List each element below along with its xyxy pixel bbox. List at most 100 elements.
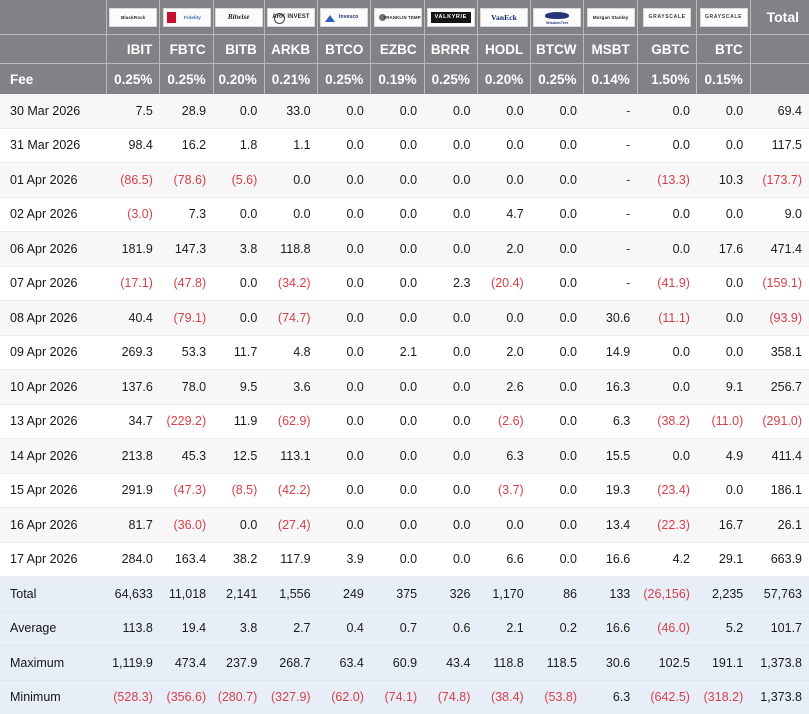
flow-cell-brrr: 0.0 [424, 300, 478, 336]
flow-cell-msbt: 16.3 [583, 369, 638, 405]
table-row[interactable]: 06 Apr 2026 181.9 147.3 3.8 118.8 0.0 0.0 0.0 2.… [0, 231, 809, 267]
table-row[interactable]: 15 Apr 2026 291.9 (47.3) (8.5) (42.2) 0.0 0.0 0… [0, 473, 809, 508]
summary-cell-arkb: 268.7 [264, 645, 318, 681]
table-row[interactable]: 31 Mar 2026 98.4 16.2 1.8 1.1 0.0 0.0 0.0 0.0 0.0… [0, 128, 809, 163]
summary-cell-bitb: 237.9 [213, 645, 265, 681]
ticker-header-gbtc[interactable]: GBTC [637, 34, 698, 64]
summary-cell-bitb: 3.8 [213, 611, 265, 646]
flow-cell-ezbc: 0.0 [370, 128, 425, 163]
flow-cell-bitb: 0.0 [213, 300, 265, 336]
flow-cell-gbtc: (13.3) [637, 162, 697, 198]
flow-cell-arkb: (62.9) [264, 404, 318, 439]
issuer-logo-cell: Invesco [317, 0, 372, 35]
flow-cell-ezbc: 0.0 [370, 266, 425, 301]
flow-cell-btc: 9.1 [696, 369, 751, 405]
ticker-header-btc[interactable]: BTC [696, 34, 751, 64]
ticker-header-msbt[interactable]: MSBT [583, 34, 638, 64]
flow-cell-brrr: 0.0 [424, 507, 478, 543]
table-row[interactable]: 09 Apr 2026 269.3 53.3 11.7 4.8 0.0 2.1 0.0 2.0 0… [0, 335, 809, 370]
flow-cell-hodl: 4.7 [477, 197, 531, 232]
header-corner-tickers [0, 34, 108, 64]
flow-cell-gbtc: (22.3) [637, 507, 697, 543]
flow-cell-total: (173.7) [750, 162, 809, 198]
flow-cell-bitb: 12.5 [213, 438, 265, 474]
grayscale-logo: GRAYSCALE [699, 7, 748, 27]
flow-cell-bitb: 0.0 [213, 197, 265, 232]
table-row[interactable]: 17 Apr 2026 284.0 163.4 38.2 117.9 3.9 0.0 0.0 6… [0, 542, 809, 577]
fee-total [750, 63, 809, 94]
summary-label: Total [0, 576, 107, 612]
flow-cell-msbt: 30.6 [583, 300, 638, 336]
flow-cell-gbtc: 0.0 [637, 197, 697, 232]
ticker-header-ezbc[interactable]: EZBC [370, 34, 425, 64]
flow-cell-msbt: 13.4 [583, 507, 638, 543]
summary-cell-btco: 249 [317, 576, 371, 612]
flow-cell-btco: 0.0 [317, 197, 371, 232]
summary-cell-gbtc: (26,156) [637, 576, 697, 612]
fee-btcw: 0.25% [530, 63, 585, 94]
flow-cell-btc: 16.7 [696, 507, 751, 543]
ticker-header-ibit[interactable]: IBIT [106, 34, 161, 64]
summary-cell-ibit: 113.8 [106, 611, 160, 646]
flow-cell-ibit: 40.4 [106, 300, 160, 336]
summary-cell-btc: 2,235 [696, 576, 751, 612]
ticker-header-arkb[interactable]: ARKB [264, 34, 319, 64]
flow-cell-brrr: 0.0 [424, 542, 478, 577]
flow-cell-arkb: 4.8 [264, 335, 318, 370]
ticker-header-hodl[interactable]: HODL [477, 34, 532, 64]
summary-cell-hodl: (38.4) [477, 680, 531, 714]
flow-cell-gbtc: 0.0 [637, 369, 697, 405]
table-row[interactable]: 08 Apr 2026 40.4 (79.1) 0.0 (74.7) 0.0 0.0 0.0 0… [0, 300, 809, 336]
fee-bitb: 0.20% [213, 63, 265, 94]
flow-cell-hodl: 2.0 [477, 335, 531, 370]
flow-cell-total: 69.4 [750, 94, 809, 129]
flow-cell-total: (93.9) [750, 300, 809, 336]
table-row[interactable]: 14 Apr 2026 213.8 45.3 12.5 113.1 0.0 0.0 0.0 6.… [0, 438, 809, 474]
table-row[interactable]: 30 Mar 2026 7.5 28.9 0.0 33.0 0.0 0.0 0.0 0.0 0.0… [0, 94, 809, 129]
ticker-header-bitb[interactable]: BITB [213, 34, 265, 64]
table-row[interactable]: 16 Apr 2026 81.7 (36.0) 0.0 (27.4) 0.0 0.0 0.0 0… [0, 507, 809, 543]
flow-cell-btcw: 0.0 [530, 335, 584, 370]
flow-cell-btc: 0.0 [696, 94, 751, 129]
summary-cell-msbt: 16.6 [583, 611, 638, 646]
table-row[interactable]: 13 Apr 2026 34.7 (229.2) 11.9 (62.9) 0.0 0.0 0.… [0, 404, 809, 439]
ticker-header-total [750, 34, 809, 64]
flow-cell-hodl: 6.6 [477, 542, 531, 577]
table-row[interactable]: 01 Apr 2026 (86.5) (78.6) (5.6) 0.0 0.0 0.0 0.0… [0, 162, 809, 198]
issuer-logo-cell: Fidelity [159, 0, 214, 35]
table-row[interactable]: 07 Apr 2026 (17.1) (47.8) 0.0 (34.2) 0.0 0.0 2.… [0, 266, 809, 301]
flow-cell-total: (291.0) [750, 404, 809, 439]
flow-cell-ibit: (86.5) [106, 162, 160, 198]
summary-cell-btcw: 118.5 [530, 645, 584, 681]
ticker-header-brrr[interactable]: BRRR [424, 34, 478, 64]
table-row[interactable]: 02 Apr 2026 (3.0) 7.3 0.0 0.0 0.0 0.0 0.0 4.7 0.0… [0, 197, 809, 232]
ticker-header-btcw[interactable]: BTCW [530, 34, 585, 64]
fee-ibit: 0.25% [106, 63, 161, 94]
flow-cell-arkb: 3.6 [264, 369, 318, 405]
ticker-header-fbtc[interactable]: FBTC [159, 34, 214, 64]
summary-cell-btco: 63.4 [317, 645, 371, 681]
flow-cell-arkb: 118.8 [264, 231, 318, 267]
summary-cell-bitb: (280.7) [213, 680, 265, 714]
fee-btc: 0.15% [696, 63, 751, 94]
flow-cell-brrr: 0.0 [424, 335, 478, 370]
summary-cell-btc: 5.2 [696, 611, 751, 646]
ticker-header-btco[interactable]: BTCO [317, 34, 372, 64]
total-column-header: Total [750, 0, 809, 35]
flow-cell-btco: 0.0 [317, 404, 371, 439]
flow-cell-total: 186.1 [750, 473, 809, 508]
flow-cell-btco: 0.0 [317, 94, 371, 129]
summary-cell-gbtc: 102.5 [637, 645, 697, 681]
row-date-label: 10 Apr 2026 [0, 369, 107, 405]
row-date-label: 14 Apr 2026 [0, 438, 107, 474]
flow-cell-brrr: 0.0 [424, 231, 478, 267]
summary-cell-btcw: 0.2 [530, 611, 584, 646]
issuer-logo-cell: BlackRock [106, 0, 161, 35]
summary-label: Minimum [0, 680, 107, 714]
flow-cell-bitb: 0.0 [213, 266, 265, 301]
flow-cell-fbtc: (47.8) [159, 266, 214, 301]
summary-label: Average [0, 611, 107, 646]
flow-cell-btcw: 0.0 [530, 473, 584, 508]
table-row[interactable]: 10 Apr 2026 137.6 78.0 9.5 3.6 0.0 0.0 0.0 2.6 0.… [0, 369, 809, 405]
flow-cell-ibit: 213.8 [106, 438, 160, 474]
